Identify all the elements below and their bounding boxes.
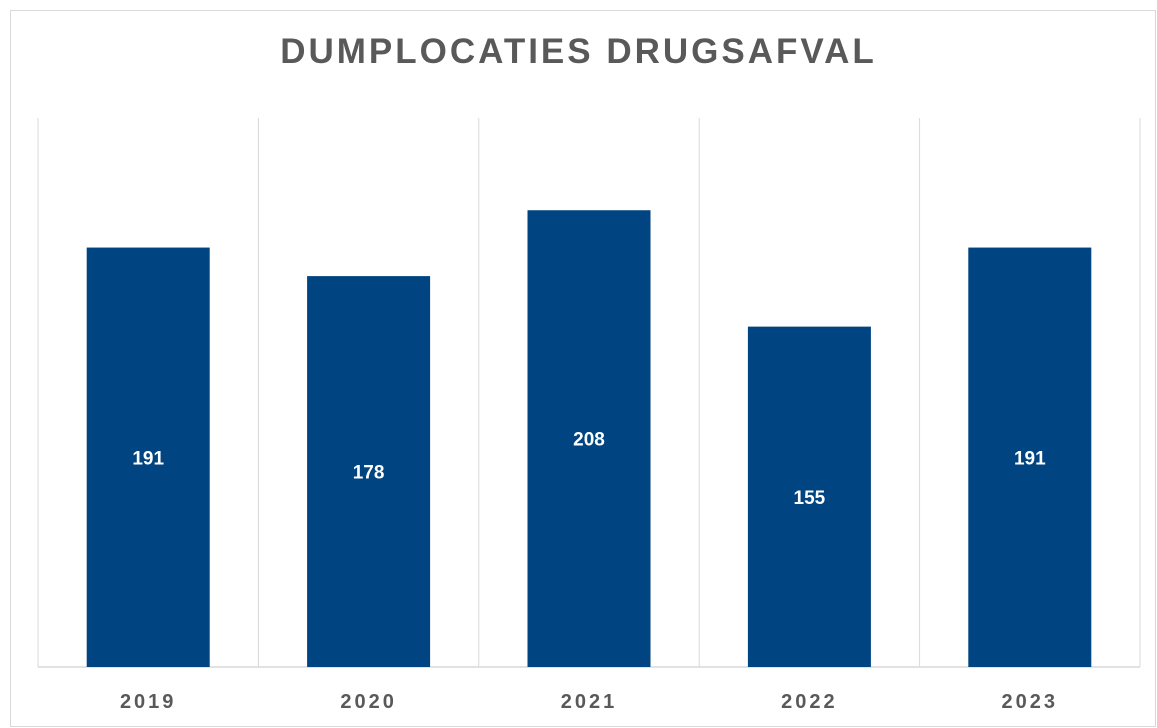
tick-label-2021: 2021 <box>561 691 618 713</box>
bar-2019 <box>86 247 210 667</box>
tick-label-2020: 2020 <box>340 691 397 713</box>
tick-label-2019: 2019 <box>120 691 177 713</box>
data-labels: 191 178 208 155 191 <box>132 430 1046 509</box>
bar-2020 <box>307 276 431 667</box>
bars <box>86 210 1092 667</box>
data-label-2019: 191 <box>132 448 164 469</box>
x-axis-tick-labels: 2019 2020 2021 2022 2023 <box>120 691 1059 713</box>
bar-2023 <box>968 247 1092 667</box>
tick-label-2023: 2023 <box>1002 691 1059 713</box>
chart-title: DUMPLOCATIES DRUGSAFVAL <box>280 32 877 71</box>
data-label-2023: 191 <box>1014 448 1046 469</box>
bar-2022 <box>747 326 871 667</box>
data-label-2022: 155 <box>794 488 826 509</box>
data-label-2021: 208 <box>573 430 605 451</box>
tick-label-2022: 2022 <box>781 691 838 713</box>
data-label-2020: 178 <box>353 463 385 484</box>
bar-2021 <box>527 210 651 667</box>
